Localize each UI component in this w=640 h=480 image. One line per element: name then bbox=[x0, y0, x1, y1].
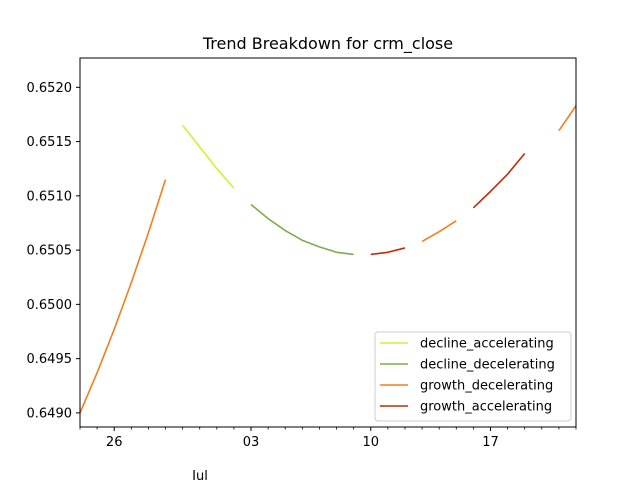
y-tick-label: 0.6490 bbox=[27, 406, 73, 421]
series-line-decline_accelerating-0 bbox=[181, 124, 235, 189]
series-line-growth_decelerating-2 bbox=[558, 105, 577, 132]
legend-label-growth_accelerating: growth_accelerating bbox=[420, 400, 552, 415]
legend: decline_accelerating decline_decelerating… bbox=[374, 331, 572, 422]
y-axis: 0.6490 0.6495 0.6500 0.6505 0.6510 0.6515 0.65… bbox=[27, 81, 80, 421]
series-line-growth_accelerating-1 bbox=[472, 152, 526, 209]
series-line-decline_decelerating-0 bbox=[250, 203, 354, 256]
legend-label-growth_decelerating: growth_decelerating bbox=[420, 379, 553, 394]
plot-frame bbox=[79, 57, 577, 428]
legend-box bbox=[374, 331, 572, 422]
y-tick-label: 0.6495 bbox=[27, 352, 73, 367]
series-layer bbox=[79, 105, 577, 414]
chart-title: Trend Breakdown for crm_close bbox=[202, 34, 453, 54]
x-tick-label: 10 bbox=[362, 435, 379, 450]
y-tick-label: 0.6510 bbox=[27, 189, 73, 204]
x-tick-label: 03 bbox=[243, 435, 260, 450]
legend-label-decline_accelerating: decline_accelerating bbox=[420, 337, 554, 352]
x-tick-label: 17 bbox=[482, 435, 499, 450]
x-month-label: Jul bbox=[191, 469, 208, 480]
y-tick-label: 0.6520 bbox=[27, 81, 73, 96]
legend-label-decline_decelerating: decline_decelerating bbox=[420, 358, 555, 373]
x-axis: 26 03 10 17 bbox=[79, 427, 577, 450]
y-tick-label: 0.6515 bbox=[27, 135, 73, 150]
x-tick-label: 26 bbox=[106, 435, 123, 450]
y-tick-label: 0.6505 bbox=[27, 244, 73, 259]
series-line-growth_decelerating-0 bbox=[79, 179, 167, 414]
y-tick-label: 0.6500 bbox=[27, 298, 73, 313]
series-line-growth_accelerating-0 bbox=[370, 247, 406, 256]
series-line-growth_decelerating-1 bbox=[421, 220, 457, 243]
